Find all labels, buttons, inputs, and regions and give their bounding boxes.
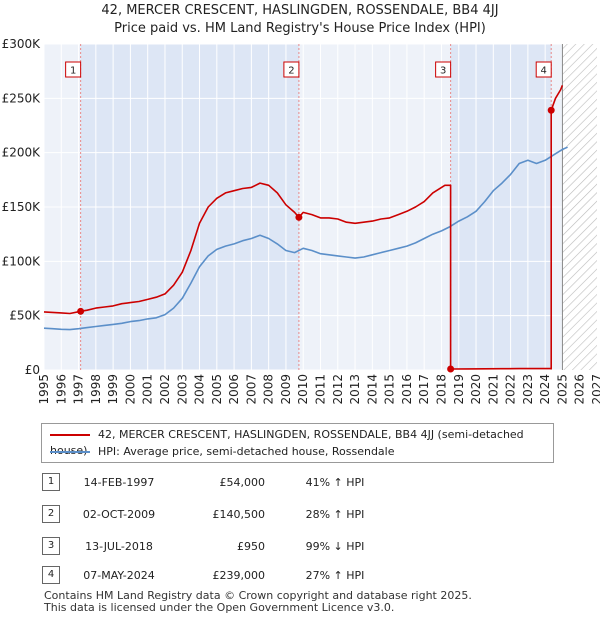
- legend-label-property: 42, MERCER CRESCENT, HASLINGDEN, ROSSEND…: [50, 428, 524, 457]
- sale-hpi-change: 99% ↓ HPI: [305, 540, 365, 553]
- sale-number-box: 2: [283, 61, 300, 78]
- sale-points: [77, 106, 555, 373]
- x-tick-label: 2016: [400, 374, 414, 405]
- sale-box-frame: [283, 61, 300, 78]
- price-chart: 1 2 3 4 £0 £50K £100K £150K £200K £250K £300K 199…: [2, 37, 600, 405]
- grid-lines: [43, 43, 598, 371]
- sale-hpi-change: 28% ↑ HPI: [305, 508, 365, 521]
- sale-hpi-change: 27% ↑ HPI: [305, 569, 365, 582]
- sale-date: 14-FEB-1997: [83, 476, 155, 489]
- x-tick-label: 1999: [106, 374, 120, 405]
- x-tick-label: 1997: [72, 374, 86, 405]
- x-tick-label: 2005: [210, 374, 224, 405]
- sale-price: £140,500: [212, 508, 266, 521]
- y-tick-label: £200K: [2, 146, 42, 160]
- table-row: 4 07-MAY-2024 £239,000 27% ↑ HPI: [0, 566, 600, 586]
- forecast-hatch: [561, 44, 597, 370]
- legend-swatch-red: [50, 434, 90, 436]
- sale-box-label: 1: [70, 66, 76, 77]
- x-tick-label: 2011: [314, 374, 328, 405]
- sale-box-label: 4: [541, 66, 547, 77]
- sale-date: 02-OCT-2009: [82, 508, 156, 521]
- x-tick-label: 1996: [54, 374, 68, 405]
- y-tick-label: £100K: [2, 254, 42, 268]
- sale-box-frame: [65, 61, 82, 78]
- sale-hpi-change: 41% ↑ HPI: [305, 476, 365, 489]
- sale-number: 2: [42, 505, 60, 523]
- sale-number-box: 3: [435, 61, 452, 78]
- table-row: 3 13-JUL-2018 £950 99% ↓ HPI: [0, 537, 600, 557]
- sale-date: 13-JUL-2018: [85, 540, 153, 553]
- x-tick-label: 2026: [573, 374, 587, 405]
- sale-date: 07-MAY-2024: [83, 569, 155, 582]
- x-tick-label: 2010: [296, 374, 310, 405]
- sale-box-label: 3: [440, 66, 446, 77]
- y-tick-label: £300K: [2, 37, 42, 51]
- sale-box-frame: [435, 61, 452, 78]
- x-tick-label: 2002: [158, 374, 172, 405]
- x-tick-label: 2007: [244, 374, 258, 405]
- x-tick-label: 2018: [434, 374, 448, 405]
- sale-price: £950: [237, 540, 265, 553]
- x-tick-label: 2015: [383, 374, 397, 405]
- chart-title: 42, MERCER CRESCENT, HASLINGDEN, ROSSEND…: [101, 3, 499, 18]
- x-tick-label: 2021: [486, 374, 500, 405]
- sale-price: £54,000: [219, 476, 266, 489]
- y-tick-labels: £0 £50K £100K £150K £200K £250K £300K: [2, 37, 42, 377]
- x-tick-label: 2014: [365, 374, 379, 405]
- sale-box-label: 2: [288, 66, 294, 77]
- x-tick-label: 2003: [175, 374, 189, 405]
- sale-price: £239,000: [212, 569, 266, 582]
- legend-label-hpi: HPI: Average price, semi-detached house,…: [98, 445, 395, 458]
- x-tick-label: 2012: [331, 374, 345, 405]
- chart-title-block: 42, MERCER CRESCENT, HASLINGDEN, ROSSEND…: [0, 2, 600, 38]
- footer-line-1: Contains HM Land Registry data © Crown c…: [44, 589, 472, 602]
- x-tick-label: 2013: [348, 374, 362, 405]
- x-tick-label: 1995: [37, 374, 51, 405]
- series-line-hpi: [43, 146, 568, 331]
- sale-number: 4: [42, 566, 60, 584]
- legend-item-hpi: HPI: Average price, semi-detached house,…: [50, 444, 395, 460]
- forecast-region: [562, 44, 597, 370]
- legend-item-property: 42, MERCER CRESCENT, HASLINGDEN, ROSSEND…: [50, 427, 553, 457]
- footer-line-2: This data is licensed under the Open Gov…: [44, 601, 395, 614]
- sale-point: [77, 307, 85, 315]
- x-tick-label: 2004: [193, 374, 207, 405]
- legend-swatch-blue: [50, 451, 90, 453]
- x-tick-label: 2025: [555, 374, 569, 405]
- sale-number: 3: [42, 537, 60, 555]
- sale-number-boxes: 1 2 3 4: [65, 61, 552, 78]
- y-tick-label: £0: [25, 363, 40, 377]
- x-tick-label: 2024: [538, 374, 552, 405]
- x-tick-label: 2020: [469, 374, 483, 405]
- y-tick-label: £250K: [2, 91, 42, 105]
- sale-point: [447, 365, 455, 373]
- x-tick-label: 2001: [141, 374, 155, 405]
- chart-subtitle: Price paid vs. HM Land Registry's House …: [114, 21, 486, 36]
- x-tick-label: 2000: [123, 374, 137, 405]
- x-tick-label: 2006: [227, 374, 241, 405]
- y-tick-label: £50K: [9, 309, 41, 323]
- sale-number-box: 1: [65, 61, 82, 78]
- footer-attribution: Contains HM Land Registry data © Crown c…: [44, 590, 472, 614]
- chart-legend: 42, MERCER CRESCENT, HASLINGDEN, ROSSEND…: [41, 423, 554, 463]
- sale-point: [547, 106, 555, 114]
- x-tick-label: 2017: [417, 374, 431, 405]
- x-tick-label: 2019: [452, 374, 466, 405]
- x-tick-label: 2023: [521, 374, 535, 405]
- sale-number: 1: [42, 473, 60, 491]
- x-tick-labels: 1995 1996 1997 1998 1999 2000 2001 2002 2003 2004…: [37, 374, 600, 405]
- x-tick-label: 2009: [279, 374, 293, 405]
- table-row: 1 14-FEB-1997 £54,000 41% ↑ HPI: [0, 473, 600, 493]
- x-tick-label: 2027: [590, 374, 600, 405]
- x-tick-label: 2022: [504, 374, 518, 405]
- sale-box-frame: [535, 61, 552, 78]
- sale-point: [295, 213, 303, 221]
- sale-number-box: 4: [535, 61, 552, 78]
- x-tick-label: 1998: [89, 374, 103, 405]
- y-tick-label: £150K: [2, 200, 42, 214]
- table-row: 2 02-OCT-2009 £140,500 28% ↑ HPI: [0, 505, 600, 525]
- x-tick-label: 2008: [262, 374, 276, 405]
